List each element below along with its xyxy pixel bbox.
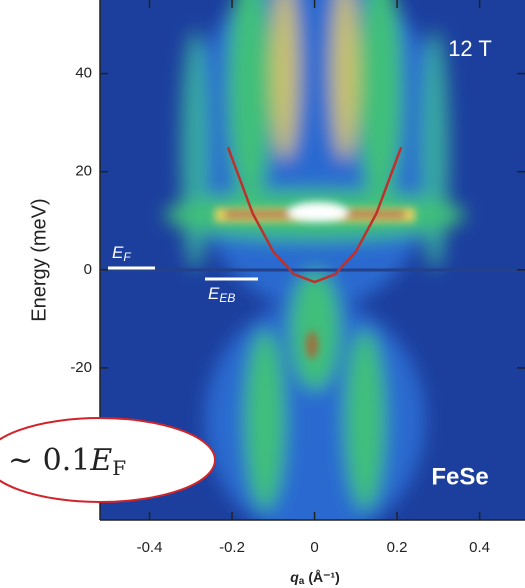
y-tick-label: 20 bbox=[75, 163, 92, 180]
x-axis-label: qa(Å⁻¹) bbox=[290, 569, 340, 587]
material-label: FeSe bbox=[431, 463, 488, 490]
y-tick-label: 0 bbox=[84, 261, 92, 278]
y-axis-label: Energy (meV) bbox=[28, 198, 50, 321]
x-tick-label: 0 bbox=[310, 539, 318, 556]
x-tick-label: -0.4 bbox=[137, 539, 163, 556]
chart: Energy (meV) qa(Å⁻¹) -20 0 20 40 -0.4 -0.2 0 0.… bbox=[0, 0, 525, 588]
x-tick-label: 0.4 bbox=[469, 539, 490, 556]
x-tick-label: 0.2 bbox=[387, 539, 408, 556]
y-tick-label: -20 bbox=[70, 359, 92, 376]
y-tick-label: 40 bbox=[75, 65, 92, 82]
x-tick-label: -0.2 bbox=[219, 539, 245, 556]
ratio-label: ∼ 0.1EF bbox=[8, 443, 126, 480]
field-label: 12 T bbox=[448, 36, 492, 61]
